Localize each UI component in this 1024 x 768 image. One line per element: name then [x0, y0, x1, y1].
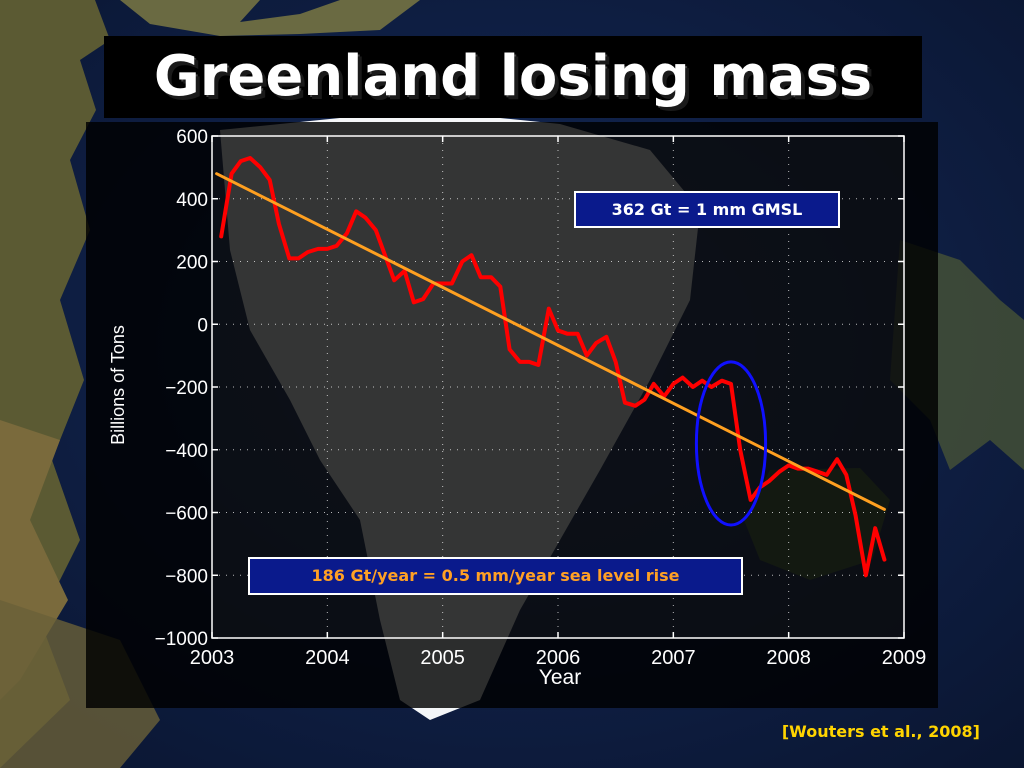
x-tick-label: 2007: [651, 647, 696, 669]
y-tick-label: −600: [165, 504, 208, 525]
annotation-sea-level-rise: 186 Gt/year = 0.5 mm/year sea level rise: [248, 557, 743, 595]
x-axis-label: Year: [538, 666, 582, 689]
highlight-ellipse: [694, 360, 768, 527]
citation: [Wouters et al., 2008]: [781, 722, 980, 741]
x-tick-label: 2003: [190, 647, 235, 669]
y-tick-label: −400: [165, 441, 208, 462]
land-north: [120, 0, 420, 36]
slide-title: Greenland losing mass: [153, 44, 873, 109]
trend-line: [215, 172, 886, 511]
x-tick-label: 2006: [536, 647, 581, 669]
y-tick-label: −1000: [155, 629, 208, 650]
y-axis-label: Billions of Tons: [108, 325, 128, 445]
x-tick-label: 2005: [420, 647, 465, 669]
y-tick-label: −800: [165, 566, 208, 587]
mass-anomaly-line: [219, 156, 887, 578]
y-tick-label: 400: [176, 190, 208, 211]
y-tick-label: −200: [165, 378, 208, 399]
x-tick-label: 2008: [766, 647, 811, 669]
y-tick-label: 0: [197, 315, 208, 336]
highlight-layer: [694, 360, 768, 527]
series-layer: [215, 156, 887, 578]
y-tick-label: 200: [176, 253, 208, 274]
y-tick-label: 600: [176, 127, 208, 148]
x-tick-label: 2004: [305, 647, 350, 669]
annotation-gmsl: 362 Gt = 1 mm GMSL: [574, 191, 840, 228]
x-tick-label: 2009: [882, 647, 927, 669]
title-bar: Greenland losing mass: [104, 36, 922, 118]
